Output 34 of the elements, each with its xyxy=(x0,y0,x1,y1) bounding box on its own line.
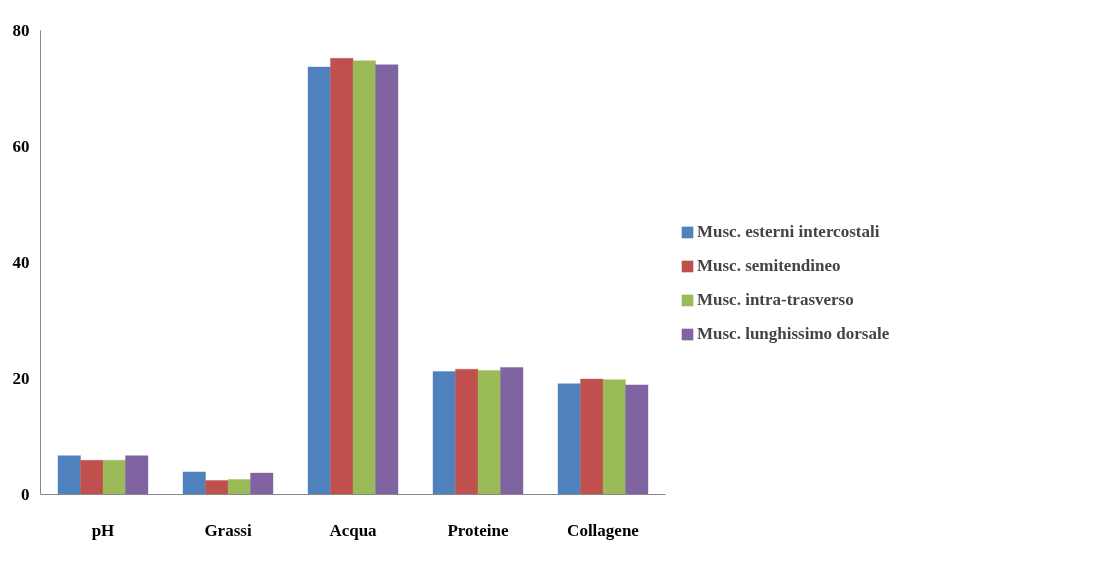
x-tick-label: Acqua xyxy=(329,520,378,540)
bar xyxy=(477,369,501,495)
x-tick-label: Collagene xyxy=(567,520,640,540)
bar xyxy=(602,379,626,495)
bar xyxy=(80,459,104,495)
bar xyxy=(102,459,126,495)
y-tick-label: 80 xyxy=(12,21,30,40)
bar xyxy=(205,480,229,495)
bar xyxy=(557,383,581,495)
y-tick-label: 0 xyxy=(21,485,30,504)
y-tick-label: 20 xyxy=(12,369,30,388)
bar xyxy=(250,472,274,495)
x-tick-label: Proteine xyxy=(447,520,509,540)
bar xyxy=(580,378,604,495)
bar xyxy=(432,371,456,495)
x-tick-label: Grassi xyxy=(204,520,252,540)
legend-label: Musc. esterni intercostali xyxy=(697,222,880,242)
legend-label: Musc. intra-trasverso xyxy=(697,290,854,310)
bar xyxy=(182,471,206,495)
y-tick-label: 40 xyxy=(12,253,30,272)
bar xyxy=(455,368,479,495)
legend-label: Musc. lunghissimo dorsale xyxy=(697,324,890,344)
bar xyxy=(330,57,354,495)
bar xyxy=(307,66,331,495)
x-tick-label: pH xyxy=(91,520,115,540)
bar xyxy=(352,60,376,495)
bar xyxy=(375,64,399,495)
bar xyxy=(500,366,524,495)
bar xyxy=(625,384,649,495)
bar xyxy=(227,478,251,495)
bar xyxy=(57,455,81,495)
legend-label: Musc. semitendineo xyxy=(697,256,841,276)
y-tick-label: 60 xyxy=(12,137,30,156)
bar xyxy=(125,455,149,495)
